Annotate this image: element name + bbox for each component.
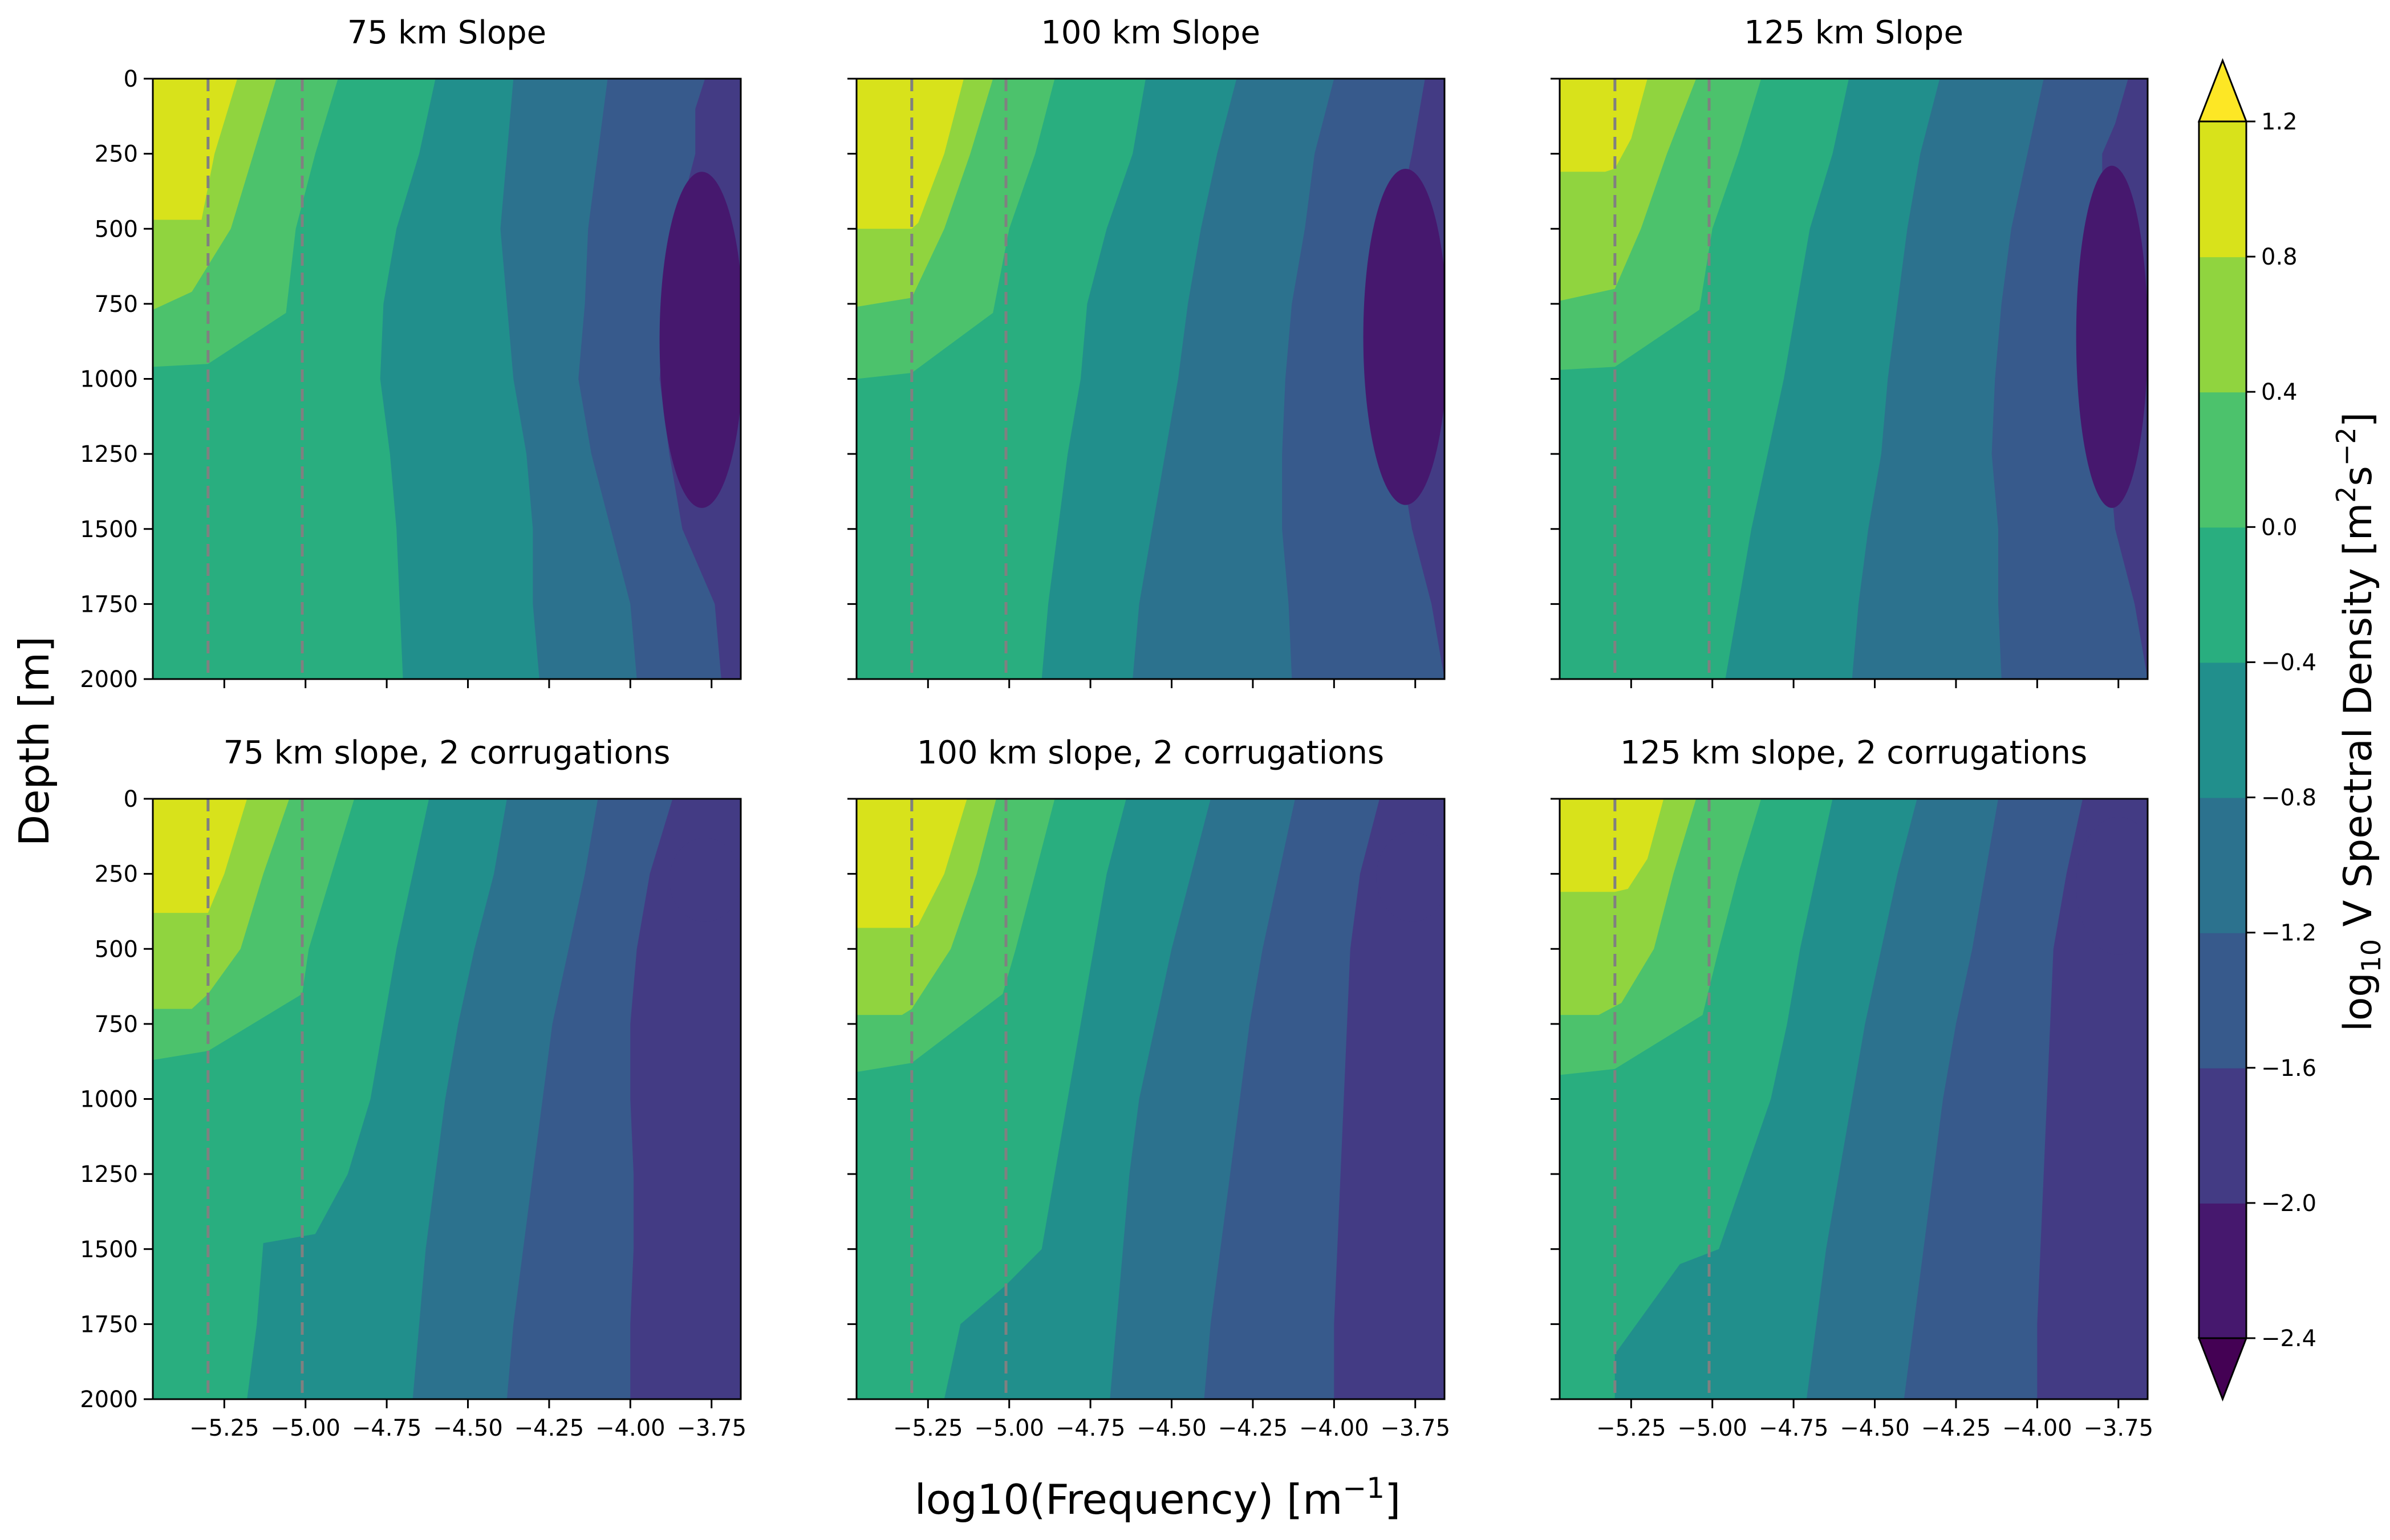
y-tick-label: 1250 — [80, 1161, 138, 1188]
x-tick-label: −4.75 — [352, 1415, 422, 1441]
y-tick-label: 1750 — [80, 591, 138, 617]
subplot-title: 75 km Slope — [347, 14, 546, 51]
y-tick-label: 2000 — [80, 667, 138, 693]
colorbar: −2.4 −2.0 −1.6 −1.2 −0.8 −0.4 0.0 0.4 0.8 1.2 — [2197, 58, 2316, 1402]
colorbar-tick-label: −2.4 — [2261, 1326, 2316, 1352]
subplot-title: 75 km slope, 2 corrugations — [224, 734, 671, 771]
contour-minimum — [669, 838, 741, 922]
y-tick-label: 250 — [95, 141, 138, 168]
subplot-5: 100 km slope, 2 corrugations −5.25 −5.00 −4… — [847, 734, 1450, 1441]
y-tick-label: 1500 — [80, 517, 138, 543]
y-tick-label: 750 — [95, 291, 138, 318]
subplot-1: 75 km Slope 0 250 500 750 1000 1250 1500 1750 200… — [80, 14, 742, 693]
contour-fill-area — [1560, 799, 2148, 1399]
y-tick-label: 500 — [95, 936, 138, 962]
colorbar-tick-label: −1.6 — [2261, 1055, 2316, 1082]
x-tick-label: −4.25 — [1921, 1415, 1991, 1441]
x-axis-label: log10(Frequency) [m−1] — [915, 1472, 1401, 1523]
contour-minimum — [1363, 169, 1444, 505]
colorbar-segment — [2199, 392, 2246, 528]
x-tick-label: −3.75 — [676, 1415, 746, 1441]
contour-fill-area — [153, 799, 741, 1399]
x-tick-label: −4.25 — [514, 1415, 585, 1441]
colorbar-tick-label: −0.8 — [2261, 785, 2316, 811]
y-tick-label: 1500 — [80, 1237, 138, 1263]
x-tick-label: −5.00 — [974, 1415, 1044, 1441]
y-tick-label: 1750 — [80, 1311, 138, 1338]
subplot-3: 125 km Slope — [1551, 14, 2149, 688]
contour-band — [1334, 799, 1444, 1399]
x-tick-label: −4.00 — [1299, 1415, 1369, 1441]
x-tick-label: −5.25 — [189, 1415, 259, 1441]
x-tick-label: −5.25 — [893, 1415, 963, 1441]
x-tick-label: −5.00 — [270, 1415, 340, 1441]
y-tick-label: 1000 — [80, 1087, 138, 1113]
colorbar-segment — [2199, 121, 2246, 258]
contour-band — [630, 799, 741, 1399]
y-axis-label: Depth [m] — [10, 636, 58, 847]
x-tick-label: −4.00 — [595, 1415, 666, 1441]
y-tick-label: 2000 — [80, 1387, 138, 1413]
x-tick-label: −5.00 — [1677, 1415, 1747, 1441]
contour-minimum — [2076, 165, 2148, 508]
x-tick-label: −4.50 — [1137, 1415, 1207, 1441]
colorbar-tick-label: −0.4 — [2261, 649, 2316, 676]
colorbar-frame — [2198, 120, 2247, 1339]
y-tick-label: 1250 — [80, 441, 138, 468]
subplot-2: 100 km Slope — [847, 14, 1446, 688]
colorbar-segment — [2199, 797, 2246, 933]
contour-fill-area — [153, 79, 741, 679]
y-tick-label: 0 — [124, 66, 138, 92]
contour-minimum — [1376, 831, 1444, 922]
colorbar-tick-label: −1.2 — [2261, 920, 2316, 946]
x-tick-label: −3.75 — [2083, 1415, 2153, 1441]
colorbar-extend-max — [2197, 58, 2248, 123]
colorbar-segment — [2199, 932, 2246, 1068]
colorbar-segment — [2199, 1067, 2246, 1204]
colorbar-tick-label: 0.8 — [2261, 244, 2298, 270]
subplot-4: 75 km slope, 2 corrugations −5.25 −5.00 −4.… — [80, 734, 746, 1441]
y-tick-label: 250 — [95, 862, 138, 888]
colorbar-segment — [2199, 1202, 2246, 1339]
subplot-6: 125 km slope, 2 corrugations −5.25 −5.00 −4… — [1551, 734, 2153, 1441]
x-tick-label: −4.00 — [2002, 1415, 2072, 1441]
y-tick-label: 500 — [95, 216, 138, 242]
y-tick-label: 750 — [95, 1011, 138, 1038]
colorbar-tick-label: −2.0 — [2261, 1190, 2316, 1217]
x-tick-label: −4.75 — [1056, 1415, 1126, 1441]
subplot-title: 125 km Slope — [1744, 14, 1963, 51]
x-tick-label: −4.25 — [1218, 1415, 1288, 1441]
subplot-title: 100 km Slope — [1041, 14, 1260, 51]
colorbar-tick-label: 0.0 — [2261, 514, 2298, 541]
x-tick-label: −5.25 — [1596, 1415, 1666, 1441]
subplot-title: 100 km slope, 2 corrugations — [917, 734, 1384, 771]
colorbar-extend-min — [2197, 1337, 2248, 1402]
contour-fill-area — [857, 79, 1444, 679]
x-tick-label: −4.50 — [1840, 1415, 1910, 1441]
contour-minimum — [2076, 816, 2148, 955]
colorbar-tick-label: 0.4 — [2261, 379, 2298, 405]
subplot-grid: 75 km Slope 0 250 500 750 1000 1250 1500 1750 200… — [80, 14, 2153, 1441]
x-tick-label: −4.50 — [433, 1415, 503, 1441]
contour-minimum — [659, 172, 741, 508]
y-tick-label: 1000 — [80, 367, 138, 393]
subplot-title: 125 km slope, 2 corrugations — [1620, 734, 2087, 771]
colorbar-tick-label: 1.2 — [2261, 109, 2298, 135]
colorbar-segment — [2199, 662, 2246, 798]
colorbar-segment — [2199, 527, 2246, 663]
x-tick-label: −4.75 — [1759, 1415, 1829, 1441]
x-tick-label: −3.75 — [1380, 1415, 1450, 1441]
colorbar-label: log10 V Spectral Density [m2s−2] — [2331, 412, 2387, 1031]
y-tick-label: 0 — [124, 786, 138, 812]
colorbar-segment — [2199, 257, 2246, 393]
contour-fill-area — [857, 799, 1444, 1399]
contour-fill-area — [1560, 79, 2148, 679]
